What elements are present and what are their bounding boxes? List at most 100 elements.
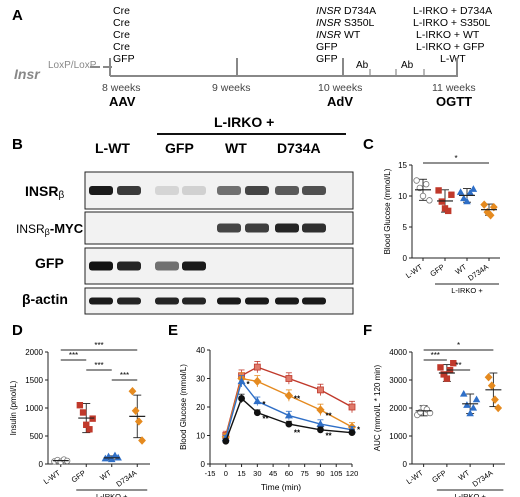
sig-annotation: *	[262, 400, 266, 409]
y-tick-label: 15	[398, 161, 407, 170]
y-tick-label: 2000	[389, 404, 407, 413]
data-point	[348, 429, 356, 437]
ogtt-group-4: L-IRKO + GFP	[416, 41, 485, 53]
blot-band	[155, 297, 179, 305]
data-point	[253, 376, 262, 386]
adv-group-1: INSR D734A	[316, 5, 376, 17]
blot-band	[155, 186, 179, 195]
chart-c: 0 5 10 15 Blood Glucose (mmol/L) L-WT GFP WTD73…	[383, 154, 500, 295]
data-point	[131, 406, 140, 416]
data-point	[285, 375, 293, 382]
week-label-8: 8 weeks	[102, 82, 141, 94]
blot-band	[117, 186, 141, 195]
data-point	[469, 403, 478, 411]
y-tick-label: 30	[196, 375, 205, 384]
x-tick-label: -15	[205, 469, 216, 478]
sig-annotation: **	[325, 431, 332, 440]
data-point	[237, 377, 246, 385]
blot-band	[117, 261, 141, 271]
y-tick-label: 10	[398, 192, 407, 201]
y-tick-label: 1000	[389, 432, 407, 441]
x-tick-label: L-WT	[405, 468, 426, 486]
sig-annotation: *	[357, 426, 361, 435]
event-label-adv: AdV	[327, 94, 353, 109]
data-point	[317, 426, 324, 434]
week-label-9: 9 weeks	[212, 82, 251, 94]
group-label: L-IRKO +	[96, 492, 128, 497]
sig-label: *	[454, 154, 457, 163]
timeline-axis	[90, 58, 458, 77]
panel-c-letter: C	[363, 136, 374, 153]
group-label: L-IRKO +	[451, 286, 483, 295]
y-tick-label: 0	[201, 460, 206, 469]
y-axis-label: Blood Glucose (mmol/L)	[179, 364, 188, 450]
week-label-11: 11 weeks	[432, 82, 476, 94]
adv-mut-3: WT	[341, 29, 361, 41]
blot-band	[302, 297, 326, 305]
data-point	[285, 420, 293, 428]
sig-annotation: **	[294, 429, 301, 438]
series-line	[225, 379, 353, 439]
lane-label-lwt: L-WT	[95, 140, 130, 156]
data-point	[438, 198, 445, 205]
x-axis-label: Time (min)	[261, 482, 301, 492]
y-tick-label: 1000	[25, 404, 43, 413]
data-point	[253, 363, 261, 371]
timeline-lox-label: LoxP/LoxP	[48, 60, 97, 71]
data-point	[222, 437, 230, 445]
series-line	[225, 397, 353, 442]
y-tick-label: 5	[403, 223, 408, 232]
y-tick-label: 0	[39, 460, 44, 469]
ogtt-group-5: L-WT	[440, 53, 466, 65]
data-point	[238, 395, 245, 402]
sig-label: *	[457, 341, 460, 350]
x-tick-label: 45	[269, 469, 277, 478]
x-tick-label: WT	[98, 468, 113, 482]
blot-band	[302, 223, 326, 233]
blot-band	[117, 297, 141, 305]
event-label-ogtt: OGTT	[436, 94, 472, 109]
sig-label: ***	[69, 351, 78, 360]
blot-band	[275, 223, 299, 233]
aav-group-5: GFP	[113, 53, 135, 65]
x-tick-label: 60	[285, 469, 293, 478]
sig-annotation: *	[247, 380, 251, 389]
data-point	[253, 409, 261, 417]
y-tick-label: 0	[403, 460, 408, 469]
sig-label: ***	[94, 361, 103, 370]
y-tick-label: 4000	[389, 348, 407, 357]
data-point	[284, 411, 293, 419]
panel-b-letter: B	[12, 136, 23, 153]
x-tick-label: 90	[316, 469, 324, 478]
y-tick-label: 3000	[389, 376, 407, 385]
data-point	[459, 389, 468, 397]
timeline-event-labels: AAV AdV OGTT	[109, 94, 472, 109]
y-tick-label: 0	[403, 254, 408, 263]
data-point	[86, 426, 93, 433]
data-point	[448, 191, 455, 198]
adv-group-5: GFP	[316, 53, 338, 65]
blot-band	[245, 297, 269, 305]
blot-band	[245, 223, 269, 233]
sig-label: ***	[431, 351, 440, 360]
blot-header-lirko: L-IRKO +	[214, 114, 274, 130]
sig-annotation: **	[294, 394, 301, 403]
timeline-ab-label-2: Ab	[401, 60, 414, 71]
y-tick-label: 10	[196, 432, 205, 441]
data-point	[489, 202, 498, 212]
timeline-ab-label-1: Ab	[356, 60, 369, 71]
blot-band	[217, 297, 241, 305]
data-point	[317, 386, 324, 394]
aav-group-list: Cre Cre Cre Cre GFP	[113, 5, 135, 65]
data-point	[419, 192, 427, 200]
blot-row-labels: INSRβ INSRβ-MYC GFP β-actin	[16, 183, 84, 307]
data-point	[484, 372, 493, 382]
panel-f-letter: F	[363, 322, 372, 339]
panel-d-letter: D	[12, 322, 23, 339]
blot-band	[275, 297, 299, 305]
blot-panels	[84, 171, 354, 315]
data-point	[107, 455, 116, 463]
data-point	[491, 395, 499, 404]
row-label-myc-suffix: -MYC	[50, 221, 84, 236]
